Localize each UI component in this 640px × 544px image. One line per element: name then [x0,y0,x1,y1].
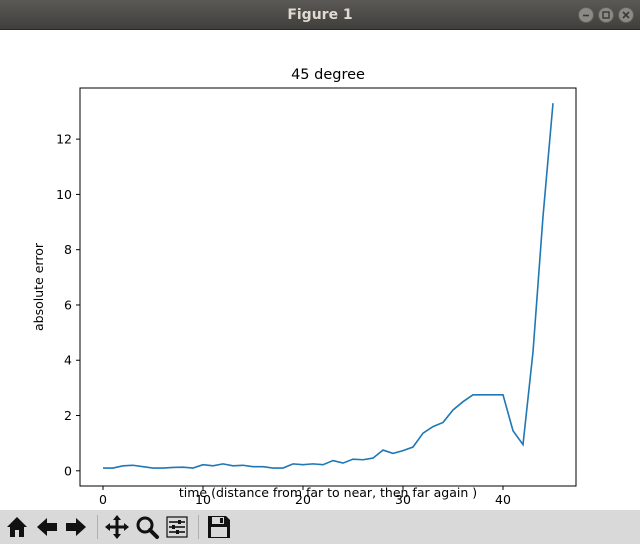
chart-title: 45 degree [291,67,365,83]
x-tick-label: 0 [99,492,107,507]
toolbar-separator [198,515,199,539]
zoom-button[interactable] [134,514,160,540]
home-icon [7,517,27,537]
x-tick-label: 20 [295,492,311,507]
y-tick-label: 0 [64,463,72,478]
series-line [103,103,554,469]
configure-subplots-button[interactable] [164,514,190,540]
maximize-button[interactable] [598,7,614,23]
y-axis-label: absolute error [31,242,46,331]
y-tick-label: 6 [64,297,72,312]
back-arrow-icon [37,518,57,536]
line-chart: 45 degree 0 2 4 6 8 10 12 0 10 20 30 40 time (dist… [31,67,577,507]
home-button[interactable] [4,514,30,540]
figure-canvas[interactable]: 45 degree 0 2 4 6 8 10 12 0 10 20 30 40 time (dist… [0,30,640,510]
plot-area [80,88,576,486]
close-button[interactable] [618,7,634,23]
back-button[interactable] [34,514,60,540]
pan-button[interactable] [104,514,130,540]
navigation-toolbar [0,510,640,544]
plot-frame [79,87,577,487]
y-tick-label: 8 [64,242,72,257]
y-axis: 0 2 4 6 8 10 12 [56,132,80,478]
toolbar-separator [97,515,98,539]
zoom-icon [136,516,159,539]
save-button[interactable] [206,514,232,540]
configure-subplots-icon [166,516,188,538]
window-titlebar: Figure 1 [0,0,640,30]
maximize-icon [602,11,610,19]
minimize-button[interactable] [578,7,594,23]
x-tick-label: 30 [395,492,411,507]
window-title: Figure 1 [287,7,353,23]
x-axis-label: time (distance from far to near, then fa… [179,485,477,500]
minimize-icon [583,14,589,17]
x-tick-label: 10 [195,492,211,507]
close-icon [622,11,630,19]
y-tick-label: 12 [56,132,72,147]
x-axis: 0 10 20 30 40 [99,486,511,507]
forward-button[interactable] [63,514,89,540]
save-icon [208,516,230,538]
y-tick-label: 2 [64,408,72,423]
y-tick-label: 4 [64,353,72,368]
y-tick-label: 10 [56,187,72,202]
pan-icon [105,515,129,539]
x-tick-label: 40 [495,492,511,507]
forward-arrow-icon [66,518,86,536]
